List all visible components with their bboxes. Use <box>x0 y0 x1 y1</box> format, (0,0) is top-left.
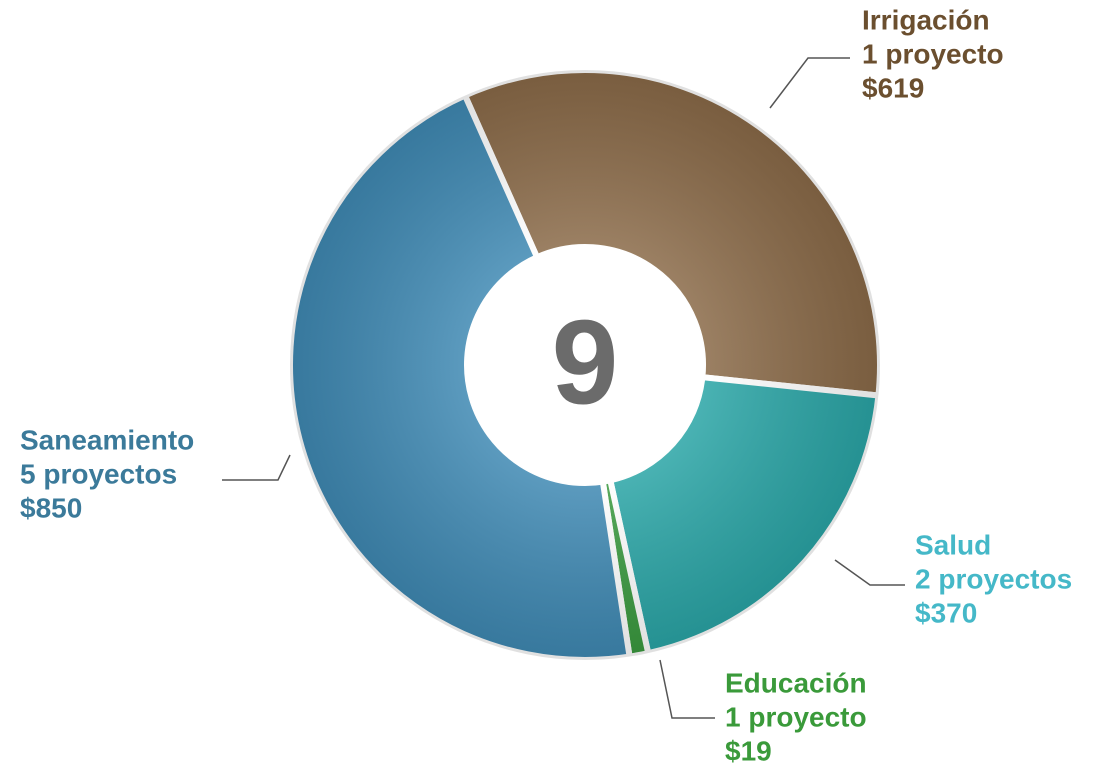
donut-hole <box>467 247 703 483</box>
value-label: $370 <box>915 597 977 628</box>
category-label: Irrigación <box>862 4 990 35</box>
leader-line <box>834 559 905 586</box>
leader-line <box>659 659 715 719</box>
count-label: 1 proyecto <box>862 38 1004 69</box>
value-label: $850 <box>20 492 82 523</box>
count-label: 1 proyecto <box>725 701 867 732</box>
category-label: Educación <box>725 667 867 698</box>
category-label: Salud <box>915 529 991 560</box>
count-label: 5 proyectos <box>20 458 177 489</box>
leader-line <box>222 454 291 481</box>
leader-line <box>769 57 850 109</box>
center-total: 9 <box>552 296 619 430</box>
count-label: 2 proyectos <box>915 563 1072 594</box>
value-label: $19 <box>725 735 772 766</box>
value-label: $619 <box>862 72 924 103</box>
category-label: Saneamiento <box>20 424 194 455</box>
